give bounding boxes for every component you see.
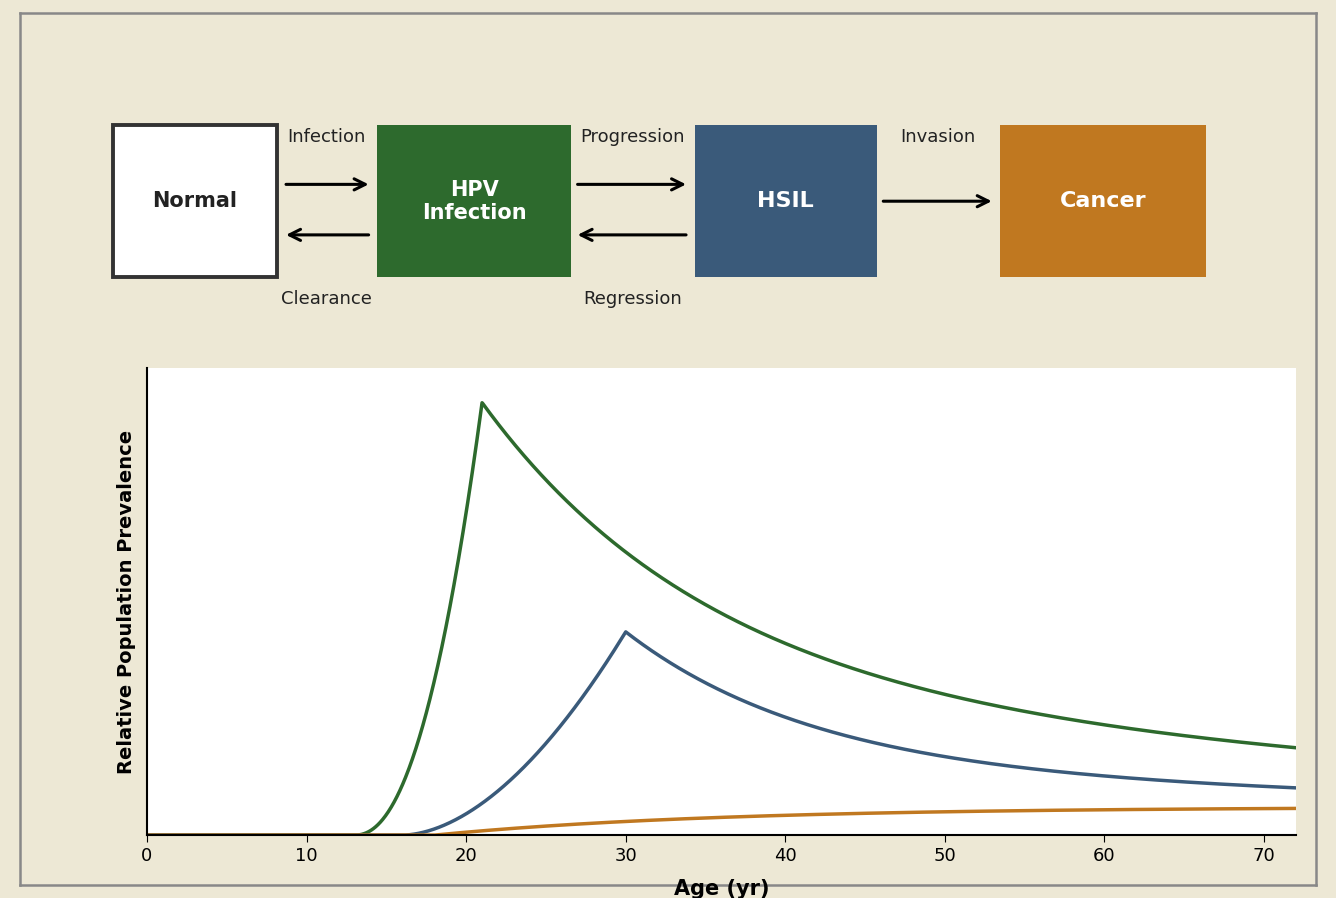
X-axis label: Age (yr): Age (yr) [673, 879, 770, 898]
FancyBboxPatch shape [1001, 126, 1206, 277]
Text: Infection: Infection [287, 128, 366, 146]
Text: Regression: Regression [582, 289, 681, 308]
Text: HPV
Infection: HPV Infection [422, 180, 526, 223]
FancyBboxPatch shape [112, 126, 278, 277]
FancyBboxPatch shape [377, 126, 572, 277]
FancyBboxPatch shape [695, 126, 876, 277]
Text: Invasion: Invasion [900, 128, 975, 146]
Text: Progression: Progression [580, 128, 684, 146]
Text: Normal: Normal [152, 191, 238, 211]
Text: HSIL: HSIL [758, 191, 814, 211]
Y-axis label: Relative Population Prevalence: Relative Population Prevalence [116, 429, 136, 774]
Text: Clearance: Clearance [282, 289, 373, 308]
Text: Cancer: Cancer [1059, 191, 1146, 211]
